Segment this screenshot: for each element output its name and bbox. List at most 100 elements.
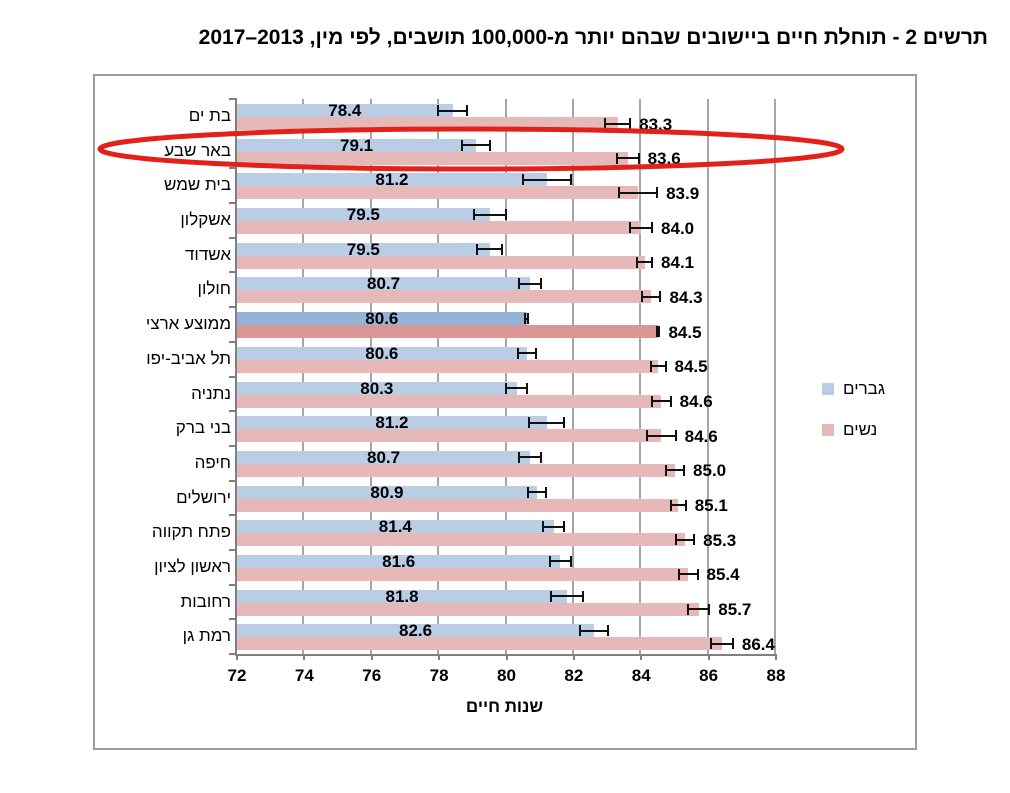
error-bar-cap	[465, 105, 468, 116]
error-bar-cap	[521, 174, 524, 186]
y-axis-tick	[229, 514, 237, 517]
gridline	[504, 99, 507, 654]
plot-area: 72 74 76 78 80 82 84 86 88 78.4 83.3 79.1 83.6 81.2 83…	[228, 98, 785, 685]
x-axis-tick	[438, 654, 441, 660]
error-bar-cap	[658, 326, 661, 338]
error-bar-men	[548, 560, 573, 563]
gridline	[571, 99, 574, 654]
y-axis-tick	[229, 375, 237, 378]
error-bar-women	[664, 469, 686, 472]
bar-women	[237, 151, 628, 165]
legend-swatch-men	[822, 383, 834, 395]
bar-men	[237, 554, 561, 568]
error-bar-cap	[550, 590, 553, 602]
error-bar-women	[649, 365, 667, 368]
legend: גברים נשים	[822, 379, 885, 461]
bar-men	[237, 277, 531, 291]
error-bar-cap	[629, 222, 632, 234]
gridline	[302, 99, 305, 654]
error-bar-cap	[548, 555, 551, 567]
error-bar-women	[629, 226, 654, 229]
error-bar-women	[669, 504, 687, 507]
bar-women	[237, 255, 645, 269]
bar-women	[237, 186, 638, 200]
bar-value-label-men: 82.6	[398, 621, 433, 641]
error-bar-cap	[651, 256, 654, 268]
error-bar-men	[518, 456, 542, 459]
x-tick-label: 74	[294, 666, 314, 685]
bar-women	[237, 290, 652, 304]
error-bar-cap	[504, 382, 507, 394]
error-bar-cap	[674, 430, 677, 442]
x-tick-label: 86	[699, 666, 719, 685]
error-bar-women	[674, 538, 696, 541]
x-tick-label: 78	[429, 666, 449, 685]
x-axis-tick	[370, 654, 373, 660]
y-axis-tick	[229, 306, 237, 309]
bar-women	[237, 429, 662, 443]
bar-value-label-women: 83.3	[639, 114, 673, 134]
error-bar-cap	[684, 499, 687, 511]
bar-value-label-women: 84.3	[669, 287, 703, 307]
error-bar-cap	[649, 360, 652, 372]
error-bar-men	[550, 595, 584, 598]
bar-value-label-men: 79.5	[346, 239, 380, 259]
error-bar-cap	[669, 395, 672, 407]
bar-value-label-women: 83.6	[647, 149, 681, 169]
y-axis-tick	[229, 340, 237, 343]
chart-title: תרשים 2 - תוחלת חיים ביישובים שבהם יותר …	[198, 26, 988, 49]
bar-value-label-men: 81.2	[375, 413, 409, 433]
category-label: רמת גן	[182, 626, 231, 646]
category-label: פתח תקווה	[151, 522, 231, 542]
bar-value-label-men: 81.2	[375, 170, 409, 190]
category-label: ראשון לציון	[154, 556, 231, 576]
bar-value-label-women: 83.9	[666, 183, 700, 203]
x-axis-tick	[572, 654, 575, 660]
bar-women	[237, 463, 675, 477]
error-bar-cap	[617, 187, 620, 199]
error-bar-men	[516, 352, 537, 355]
error-bar-cap	[693, 534, 696, 546]
x-tick-label: 82	[564, 666, 584, 685]
bar-men	[237, 312, 527, 326]
bar-value-label-men: 81.8	[385, 586, 419, 606]
error-bar-cap	[656, 187, 659, 199]
x-axis-tick	[236, 654, 238, 660]
bar-value-label-women: 84.6	[684, 426, 718, 446]
error-bar-cap	[437, 105, 440, 116]
chart-container: 72 74 76 78 80 82 84 86 88 78.4 83.3 79.1 83.6 81.2 83…	[93, 74, 917, 750]
y-axis-tick	[229, 202, 237, 205]
error-bar-cap	[637, 152, 640, 164]
y-axis-tick	[229, 271, 237, 274]
error-bar-cap	[678, 568, 681, 580]
error-bar-men	[526, 491, 547, 494]
error-bar-cap	[526, 382, 529, 394]
error-bar-cap	[570, 174, 573, 186]
legend-label-men: גברים	[843, 379, 886, 398]
legend-item-men: גברים	[822, 379, 885, 399]
category-label: ירושלים	[176, 487, 231, 507]
bar-women	[237, 498, 679, 512]
bar-value-label-men: 80.6	[365, 343, 399, 363]
bar-men	[237, 242, 490, 256]
bar-men	[237, 416, 547, 430]
error-bar-men	[541, 525, 566, 528]
error-bar-women	[651, 400, 672, 402]
bar-men	[237, 520, 554, 534]
error-bar-cap	[581, 590, 584, 602]
error-bar-cap	[541, 521, 544, 533]
x-axis-tick	[505, 654, 508, 660]
error-bar-women	[686, 608, 711, 611]
y-axis-tick	[229, 410, 237, 413]
error-bar-cap	[655, 326, 658, 338]
legend-label-women: נשים	[843, 420, 878, 439]
bar-women	[237, 533, 686, 547]
y-axis-tick	[229, 618, 237, 621]
error-bar-cap	[629, 118, 632, 129]
x-tick-label: 76	[362, 666, 382, 685]
error-bar-cap	[527, 313, 530, 325]
error-bar-cap	[708, 603, 711, 615]
category-label: תל אביב-יפו	[146, 348, 231, 368]
bar-men	[237, 104, 453, 117]
